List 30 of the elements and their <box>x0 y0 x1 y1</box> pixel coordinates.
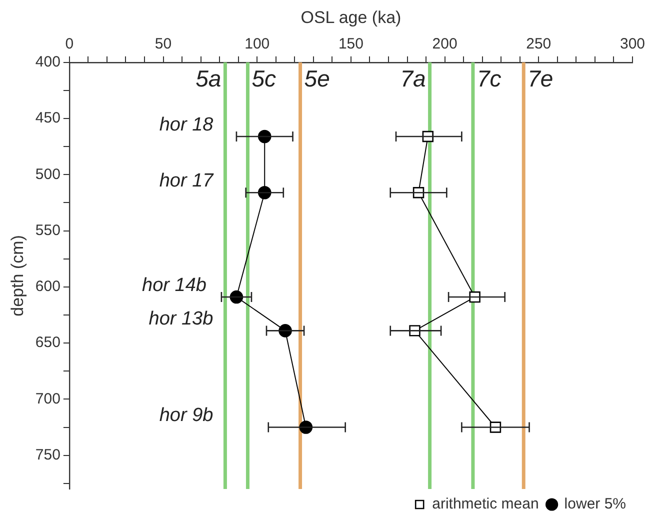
annotation: hor 13b <box>148 308 214 330</box>
ref-line-label: 7e <box>528 65 554 92</box>
y-tick-label: 550 <box>35 222 60 239</box>
x-tick-label: 0 <box>65 36 74 53</box>
ref-line-label: 7c <box>476 65 502 92</box>
y-axis-title: depth (cm) <box>8 235 27 316</box>
annotation: hor 9b <box>159 405 214 426</box>
y-tick-label: 400 <box>35 54 60 71</box>
x-tick-label: 50 <box>154 36 172 53</box>
x-tick-label: 300 <box>620 36 645 53</box>
legend-label: lower 5% <box>564 496 626 513</box>
ref-line-label: 5e <box>304 65 330 92</box>
x-tick-label: 100 <box>244 36 270 53</box>
ref-line-label: 5a <box>196 65 222 92</box>
y-tick-label: 650 <box>35 334 60 352</box>
x-tick-label: 200 <box>432 36 458 53</box>
ref-line-label: 7a <box>400 65 426 92</box>
annotation: hor 17 <box>159 170 215 192</box>
x-tick-label: 150 <box>338 36 364 53</box>
y-tick-label: 600 <box>35 278 60 296</box>
y-tick-label: 750 <box>35 446 60 464</box>
y-tick-label: 500 <box>35 166 60 183</box>
annotation: hor 14b <box>142 274 206 296</box>
annotation: hor 18 <box>159 114 214 136</box>
x-axis-title: OSL age (ka) <box>300 8 402 27</box>
y-tick-label: 450 <box>35 110 60 127</box>
legend-label: arithmetic mean <box>432 496 539 513</box>
ref-line-label: 5c <box>252 65 277 92</box>
x-tick-label: 250 <box>526 36 552 53</box>
y-tick-label: 700 <box>35 390 60 408</box>
